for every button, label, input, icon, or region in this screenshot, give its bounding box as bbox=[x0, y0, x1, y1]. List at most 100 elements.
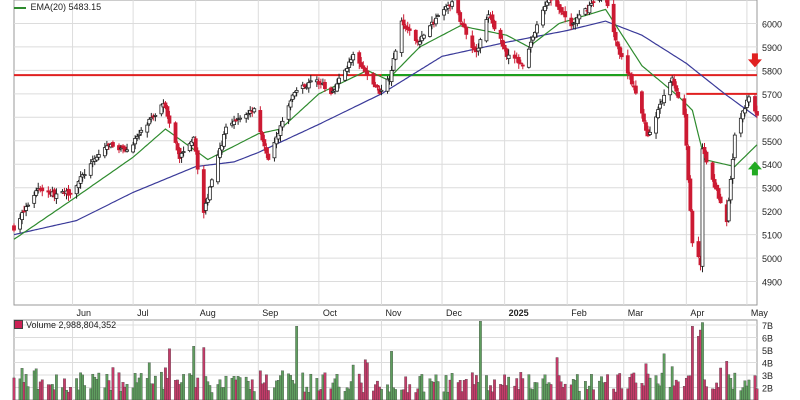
candle-body bbox=[613, 31, 618, 41]
volume-bar bbox=[670, 366, 674, 400]
candle-body bbox=[234, 119, 238, 122]
candle-body bbox=[40, 187, 45, 192]
volume-bar bbox=[563, 383, 567, 400]
candle-body bbox=[668, 82, 673, 96]
candle-body bbox=[512, 54, 517, 59]
candle-body bbox=[672, 78, 677, 86]
candle-body bbox=[135, 136, 140, 139]
candle-body bbox=[464, 26, 469, 35]
x-tick-label: Mar bbox=[628, 308, 644, 318]
candle-body bbox=[207, 186, 212, 201]
candle-body bbox=[704, 151, 709, 163]
price-tick-label: 5400 bbox=[762, 160, 782, 170]
candle-body bbox=[181, 151, 186, 153]
candle-body bbox=[732, 134, 737, 159]
candle-body bbox=[684, 113, 689, 146]
volume-bar bbox=[97, 372, 101, 400]
candle-body bbox=[193, 138, 198, 152]
candle-body bbox=[747, 96, 751, 103]
volume-bar bbox=[160, 371, 163, 400]
x-tick-label: Oct bbox=[323, 308, 338, 318]
volume-bar bbox=[691, 326, 694, 400]
price-tick-label: 5700 bbox=[762, 90, 782, 100]
volume-bar bbox=[309, 373, 313, 400]
volume-bar bbox=[83, 385, 87, 400]
candle-body bbox=[656, 109, 660, 119]
candle-body bbox=[428, 25, 432, 37]
candle-body bbox=[563, 11, 568, 18]
volume-bar bbox=[747, 379, 751, 400]
volume-bar bbox=[549, 384, 553, 400]
grid-lines bbox=[13, 0, 758, 400]
volume-bar bbox=[147, 362, 151, 400]
volume-bar bbox=[420, 374, 424, 400]
candle-body bbox=[500, 39, 505, 47]
candle-body bbox=[371, 73, 376, 85]
candle-body bbox=[753, 96, 757, 112]
candle-body bbox=[577, 14, 582, 20]
ema-fast-line bbox=[13, 8, 758, 240]
candle-body bbox=[111, 142, 115, 147]
volume-bar bbox=[450, 373, 454, 400]
candle-body bbox=[20, 212, 24, 220]
candle-body bbox=[730, 159, 735, 179]
volume-bar bbox=[111, 367, 115, 400]
volume-bar bbox=[705, 386, 708, 400]
x-tick-label: Jul bbox=[137, 308, 149, 318]
candle-body bbox=[123, 146, 127, 152]
candle-body bbox=[545, 1, 549, 6]
candle-body bbox=[535, 24, 539, 34]
candle-body bbox=[654, 116, 658, 134]
candle-body bbox=[343, 69, 348, 81]
x-tick-label: Nov bbox=[385, 308, 402, 318]
price-tick-label: 5600 bbox=[762, 113, 782, 123]
candle-body bbox=[351, 54, 356, 61]
volume-bar bbox=[485, 375, 488, 400]
candle-body bbox=[222, 134, 226, 147]
ema-legend: EMA(20) 5483.15 bbox=[14, 2, 101, 12]
candle-body bbox=[266, 153, 271, 160]
candle-body bbox=[286, 105, 291, 120]
candle-body bbox=[676, 91, 681, 98]
moving-averages bbox=[13, 8, 758, 240]
candle-body bbox=[702, 147, 707, 155]
ema-legend-swatch bbox=[14, 6, 26, 9]
ema-legend-value: 5483.15 bbox=[68, 2, 102, 12]
volume-tick-label: 2B bbox=[762, 384, 773, 394]
candle-body bbox=[569, 17, 574, 27]
candle-body bbox=[712, 179, 717, 188]
volume-bar bbox=[252, 391, 256, 400]
candle-body bbox=[252, 108, 257, 113]
candle-body bbox=[629, 73, 634, 85]
candle-body bbox=[18, 218, 22, 230]
candle-body bbox=[399, 20, 404, 53]
candle-body bbox=[203, 202, 208, 211]
candle-body bbox=[688, 178, 693, 211]
candle-body bbox=[401, 19, 406, 26]
candle-body bbox=[365, 70, 370, 75]
candle-body bbox=[363, 67, 368, 72]
volume-bar bbox=[394, 389, 397, 400]
price-panel-frame bbox=[13, 0, 758, 306]
candle-body bbox=[559, 7, 564, 13]
candle-body bbox=[288, 100, 293, 108]
volume-bar bbox=[422, 391, 426, 400]
volume-bar bbox=[55, 374, 58, 400]
volume-bar bbox=[153, 375, 157, 400]
candle-body bbox=[421, 34, 426, 39]
candle-body bbox=[555, 0, 560, 7]
volume-legend-value: 2,988,804,352 bbox=[58, 320, 117, 330]
candle-body bbox=[280, 120, 285, 128]
volume-tick-label: 5B bbox=[762, 346, 773, 356]
candle-body bbox=[357, 52, 362, 64]
candle-body bbox=[329, 87, 333, 94]
candle-body bbox=[361, 65, 366, 69]
candle-body bbox=[434, 17, 438, 25]
price-tick-label: 5800 bbox=[762, 66, 782, 76]
volume-bar bbox=[12, 377, 16, 400]
candle-body bbox=[175, 143, 180, 151]
volume-bar bbox=[139, 373, 143, 400]
ema-legend-label: EMA(20) bbox=[30, 2, 67, 12]
volume-bar bbox=[380, 389, 383, 400]
volume-tick-label: 3B bbox=[762, 371, 773, 381]
